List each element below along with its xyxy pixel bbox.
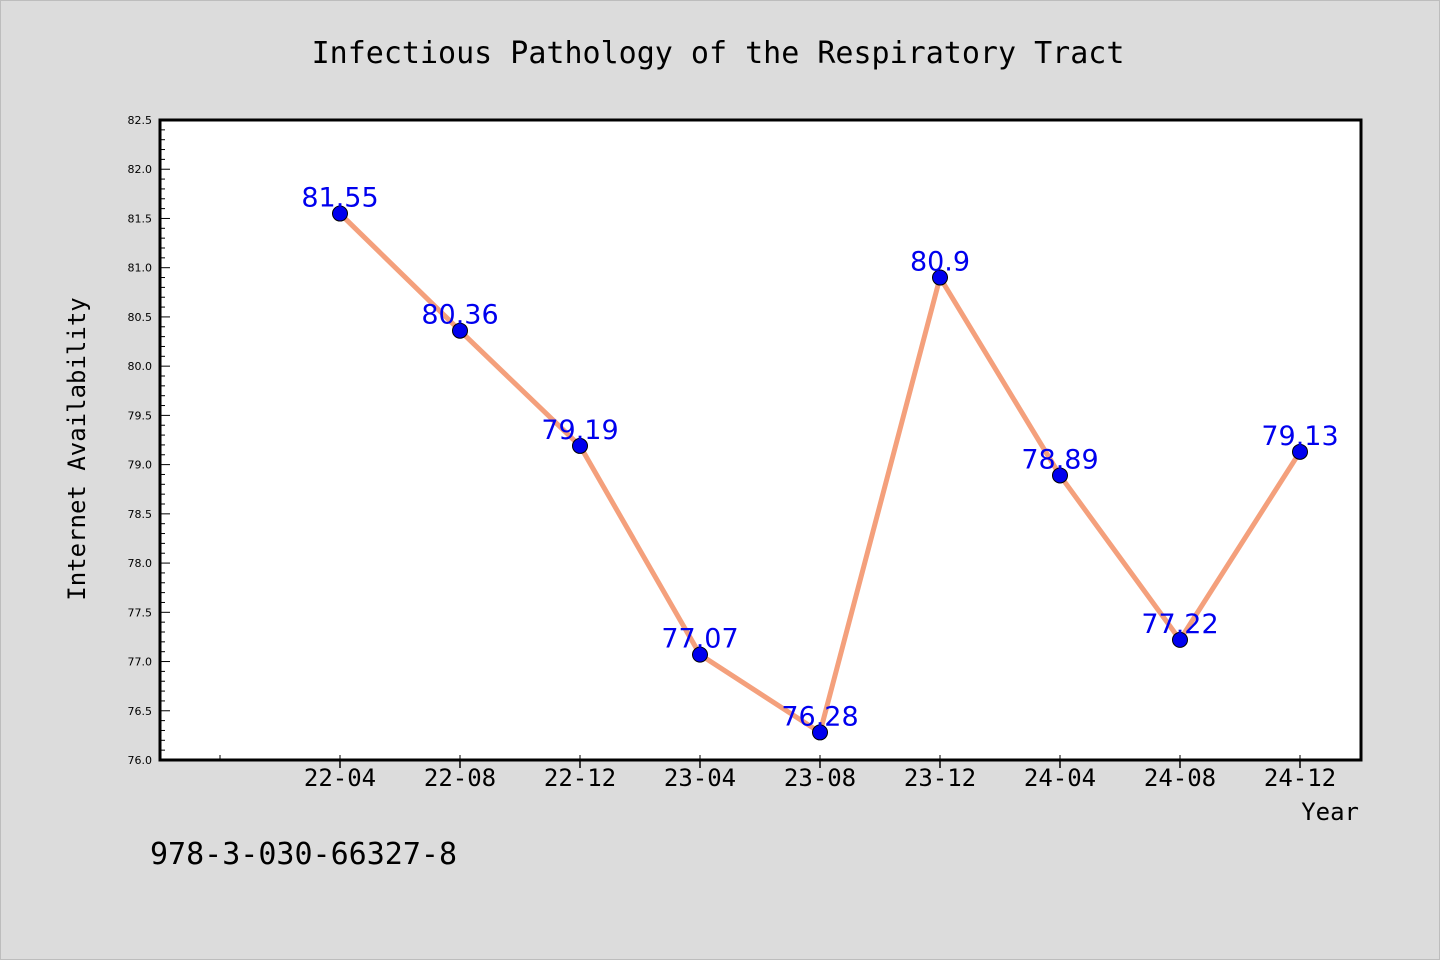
x-tick-label: 24-12: [1264, 764, 1336, 792]
data-point: [332, 205, 348, 222]
y-tick-label: 82.0: [128, 163, 153, 176]
x-tick-label: 24-08: [1144, 764, 1216, 792]
y-tick-label: 76.0: [128, 754, 153, 767]
y-tick-label: 81.0: [128, 262, 153, 275]
y-axis: 76.0 76.5 77.0 77.5 78.0 78.5 79.0 79.5 80.0 80.5…: [128, 114, 170, 767]
data-label: 77.07: [661, 624, 738, 655]
y-tick-label: 78.0: [128, 557, 153, 570]
x-tick-label: 22-12: [544, 764, 616, 792]
y-tick-label: 79.0: [128, 459, 153, 472]
data-point: [1292, 443, 1308, 460]
x-tick-label: 22-08: [424, 764, 496, 792]
y-tick-label: 77.0: [128, 656, 153, 669]
chart-title: Infectious Pathology of the Respiratory …: [312, 36, 1125, 71]
x-tick-label: 23-04: [664, 764, 736, 792]
data-label: 80.36: [421, 300, 498, 331]
data-label: 79.13: [1261, 421, 1338, 452]
y-tick-label: 78.5: [128, 508, 153, 521]
y-tick-label: 79.5: [128, 409, 153, 422]
y-tick-label: 77.5: [128, 606, 153, 619]
data-point: [452, 322, 468, 339]
x-axis-label: Year: [1301, 798, 1359, 826]
y-axis-label: Internet Availability: [63, 297, 91, 600]
x-tick-label: 22-04: [304, 764, 376, 792]
y-tick-label: 82.5: [128, 114, 153, 127]
plot-area: [158, 118, 1363, 762]
data-label: 81.55: [301, 183, 378, 214]
data-label: 78.89: [1021, 444, 1098, 475]
data-label: 80.9: [910, 247, 970, 278]
data-point: [812, 724, 828, 741]
y-tick-label: 76.5: [128, 705, 153, 718]
series-layer: 81.55 80.36 79.19 77.07 76.28 80.9 78.89 77.22 7…: [301, 183, 1339, 741]
x-tick-label: 24-04: [1024, 764, 1096, 792]
y-tick-label: 80.0: [128, 360, 153, 373]
y-tick-label: 81.5: [128, 212, 153, 225]
x-axis: 22-04 22-08 22-12 23-04 23-08 23-12 24-04 24-08…: [219, 755, 1336, 792]
y-tick-label: 80.5: [128, 311, 153, 324]
data-point: [572, 437, 588, 454]
footnote: 978-3-030-66327-8: [150, 837, 457, 872]
data-point: [1172, 631, 1188, 648]
data-label: 76.28: [781, 701, 858, 732]
data-label: 77.22: [1141, 609, 1218, 640]
data-label: 79.19: [541, 415, 618, 446]
x-tick-label: 23-12: [904, 764, 976, 792]
data-point: [1052, 467, 1068, 484]
data-point: [932, 269, 948, 286]
x-tick-label: 23-08: [784, 764, 856, 792]
data-point: [692, 646, 708, 663]
